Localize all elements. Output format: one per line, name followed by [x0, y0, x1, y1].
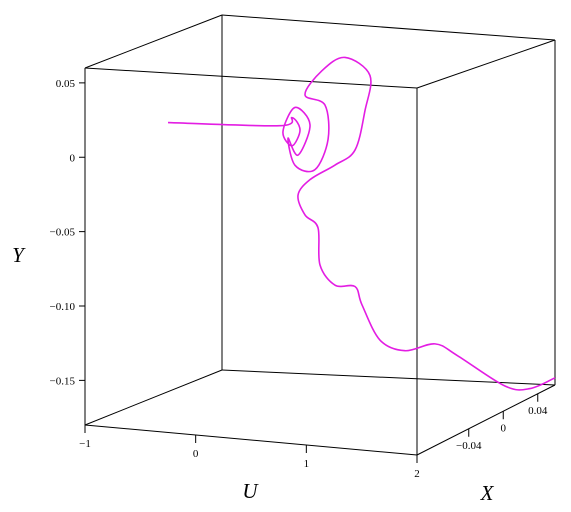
u-tick-label: −1 — [79, 438, 91, 450]
u-tick-label: 1 — [304, 458, 310, 470]
box-edge — [84, 67, 418, 89]
x-tick-label: 0 — [501, 422, 507, 434]
box-edge — [416, 384, 556, 456]
y-tick-label: 0.05 — [56, 78, 76, 90]
y-tick-label: −0.05 — [50, 227, 76, 239]
u-tick-label: 2 — [414, 468, 420, 480]
box-edge — [221, 14, 556, 41]
x-axis-title: X — [480, 481, 495, 505]
curve — [167, 56, 556, 391]
x-tick-label: −0.04 — [456, 440, 482, 452]
u-axis-title: U — [242, 479, 259, 503]
box-edge — [84, 424, 418, 456]
y-tick-label: −0.15 — [50, 375, 76, 387]
y-tick-label: −0.10 — [50, 301, 76, 313]
box-edge — [84, 369, 223, 426]
y-axis-title: Y — [12, 243, 26, 267]
box-edge — [84, 14, 223, 69]
u-tick-label: 0 — [193, 448, 199, 460]
y-tick-label: 0 — [70, 152, 76, 164]
box-edge — [221, 369, 556, 386]
box-edge — [416, 39, 556, 89]
x-tick-label: 0.04 — [528, 405, 548, 417]
